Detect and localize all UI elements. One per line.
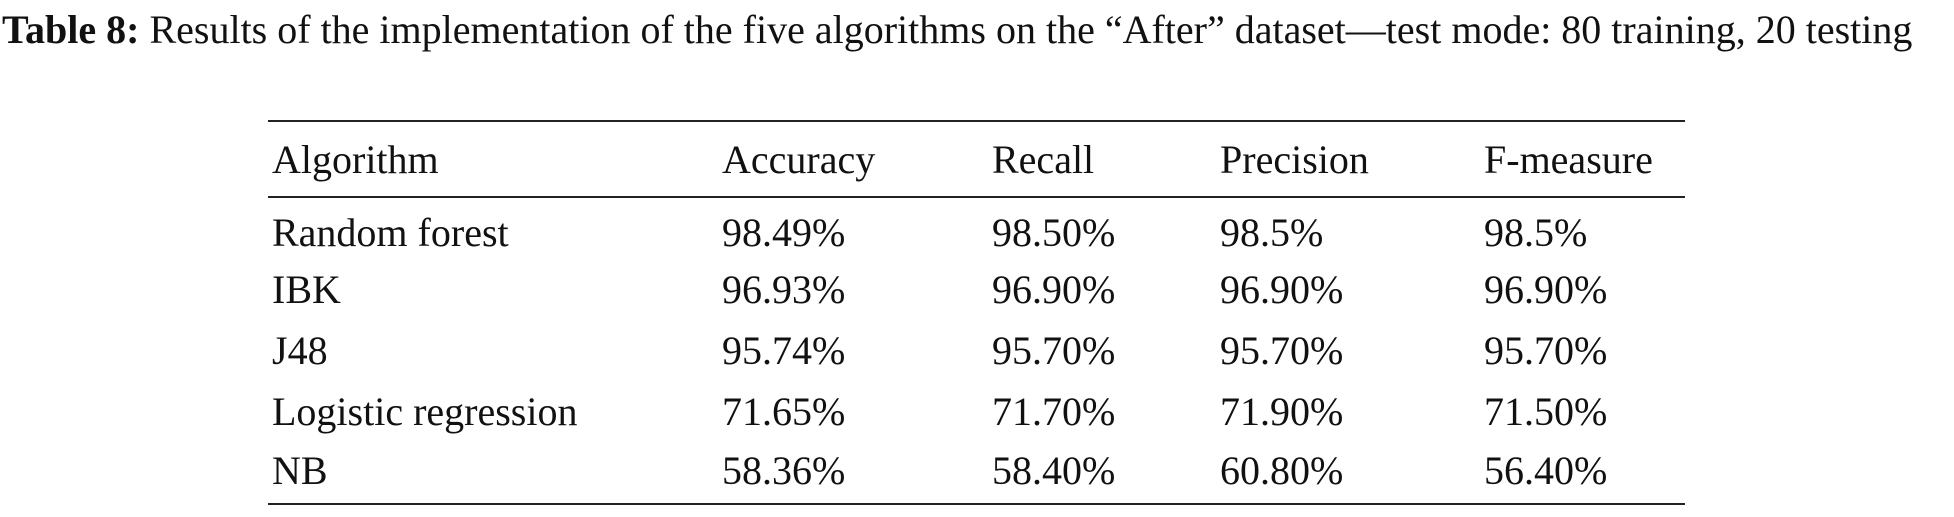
table-cell: 96.90% xyxy=(1220,266,1344,312)
table-cell: Logistic regression xyxy=(272,389,578,435)
table-cell: 95.70% xyxy=(1484,327,1608,373)
table-cell: Random forest xyxy=(272,209,509,255)
table-cell: IBK xyxy=(272,266,341,312)
table-cell: 58.36% xyxy=(722,448,846,494)
results-table: Algorithm Accuracy Recall Precision F-measur… xyxy=(268,120,1685,505)
table-row: NB 58.36% 58.40% 60.80% 56.40% xyxy=(268,443,1685,504)
table-cell: 60.80% xyxy=(1220,448,1344,494)
table-cell: 98.5% xyxy=(1220,209,1324,255)
table-row: IBK 96.93% 96.90% 96.90% 96.90% xyxy=(268,258,1685,319)
header-cell: F-measure xyxy=(1484,136,1653,182)
table-cell: 58.40% xyxy=(992,448,1116,494)
header-cell: Accuracy xyxy=(722,136,876,182)
table-cell: 96.90% xyxy=(1484,266,1608,312)
table-cell: 56.40% xyxy=(1484,448,1608,494)
table-cell: 98.50% xyxy=(992,209,1116,255)
header-cell: Precision xyxy=(1220,136,1369,182)
table-cell: 71.65% xyxy=(722,389,846,435)
header-cell: Recall xyxy=(992,136,1095,182)
table-header: Algorithm Accuracy Recall Precision F-measur… xyxy=(268,121,1685,197)
caption-text: Results of the implementation of the fiv… xyxy=(149,7,1913,52)
caption-label: Table 8: xyxy=(2,7,140,52)
table-cell: 71.90% xyxy=(1220,389,1344,435)
table-row: J48 95.74% 95.70% 95.70% 95.70% xyxy=(268,320,1685,381)
header-row: Algorithm Accuracy Recall Precision F-measur… xyxy=(268,121,1685,197)
table-cell: 98.49% xyxy=(722,209,846,255)
table-body: Random forest 98.49% 98.50% 98.5% 98.5% IBK 96… xyxy=(268,197,1685,504)
table-row: Logistic regression 71.65% 71.70% 71.90% 71.… xyxy=(268,381,1685,442)
table-cell: 98.5% xyxy=(1484,209,1588,255)
caption: Table 8: Results of the implementation o… xyxy=(2,10,1952,50)
table-cell: 96.93% xyxy=(722,266,846,312)
table-cell: 95.74% xyxy=(722,327,846,373)
table-cell: 95.70% xyxy=(1220,327,1344,373)
header-cell: Algorithm xyxy=(272,136,439,182)
table-cell: 96.90% xyxy=(992,266,1116,312)
table-cell: 71.70% xyxy=(992,389,1116,435)
table-cell: 95.70% xyxy=(992,327,1116,373)
table-cell: 71.50% xyxy=(1484,389,1608,435)
table-cell: NB xyxy=(272,448,328,494)
table-row: Random forest 98.49% 98.50% 98.5% 98.5% xyxy=(268,197,1685,258)
table-cell: J48 xyxy=(272,327,328,373)
